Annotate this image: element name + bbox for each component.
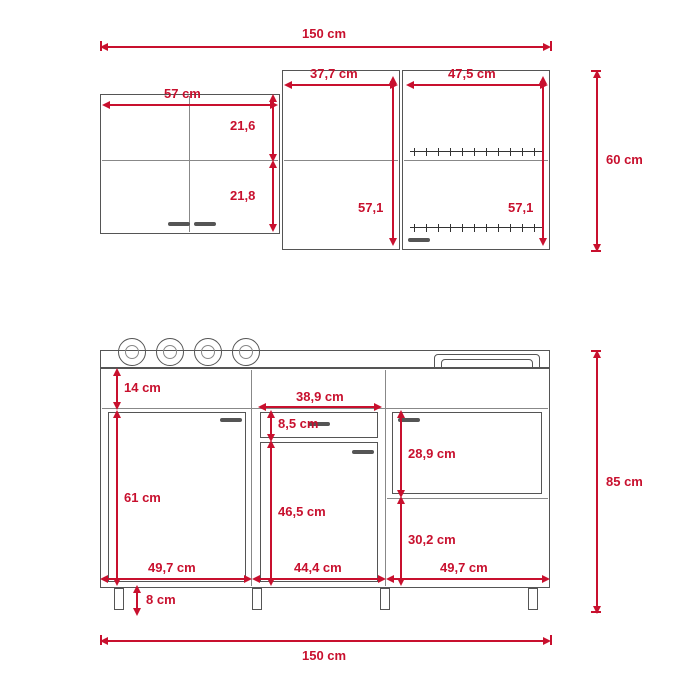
dish-rack-upper (410, 148, 542, 156)
dim-upper-left-shelf1: 21,6 (230, 118, 255, 133)
lower-left-knob (220, 418, 242, 422)
lower-mid-knob (352, 450, 374, 454)
upper-left-cabinet (100, 94, 280, 234)
burner-1 (118, 338, 146, 366)
dim-top-strip: 14 cm (124, 380, 161, 395)
dim-lower-right-w: 49,7 cm (440, 560, 488, 575)
dim-upper-right-h: 57,1 (508, 200, 533, 215)
dim-upper-right-w: 47,5 cm (448, 66, 496, 81)
upper-right-knob (408, 238, 430, 242)
dim-leg-h: 8 cm (146, 592, 176, 607)
dim-right-lower-h: 30,2 cm (408, 532, 456, 547)
leg-2 (252, 588, 262, 610)
dim-upper-mid-w: 37,7 cm (310, 66, 358, 81)
burner-4 (232, 338, 260, 366)
dim-right-upper-h: 28,9 cm (408, 446, 456, 461)
leg-1 (114, 588, 124, 610)
dim-drawer-h: 8,5 cm (278, 416, 318, 431)
leg-4 (528, 588, 538, 610)
burner-2 (156, 338, 184, 366)
dim-lower-left-w: 49,7 cm (148, 560, 196, 575)
dim-upper-left-w: 57 cm (164, 86, 201, 101)
upper-left-knob-l (168, 222, 190, 226)
dim-upper-height: 60 cm (606, 152, 643, 167)
dim-left-door-h: 61 cm (124, 490, 161, 505)
dim-total-width-bottom: 150 cm (302, 648, 346, 663)
upper-left-knob-r (194, 222, 216, 226)
dim-lower-height: 85 cm (606, 474, 643, 489)
dim-drawer-w: 38,9 cm (296, 389, 344, 404)
diagram-stage: 150 cm 57 cm 21,6 21,8 (0, 0, 700, 700)
dim-mid-door-h: 46,5 cm (278, 504, 326, 519)
dim-lower-mid-w: 44,4 cm (294, 560, 342, 575)
burner-3 (194, 338, 222, 366)
dim-total-width-top: 150 cm (302, 26, 346, 41)
leg-3 (380, 588, 390, 610)
dish-rack-lower (410, 224, 542, 232)
dim-upper-mid-h: 57,1 (358, 200, 383, 215)
dim-upper-left-shelf2: 21,8 (230, 188, 255, 203)
